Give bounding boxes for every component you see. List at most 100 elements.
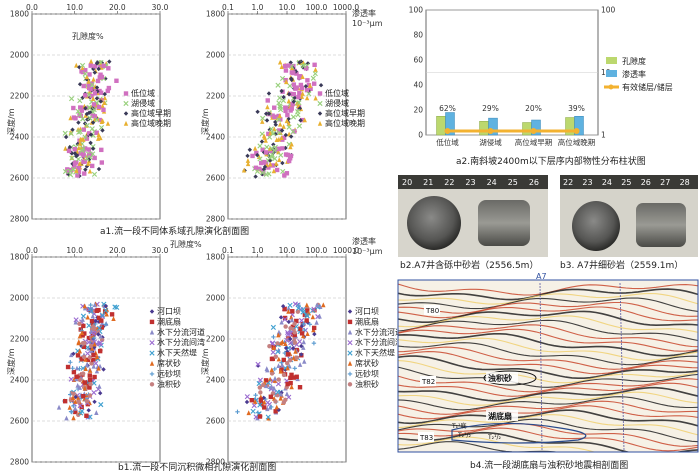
porosity-point bbox=[81, 137, 86, 142]
permeability-tick-label: 1.0 bbox=[252, 246, 264, 255]
legend-label: 水下天然堤 bbox=[355, 348, 395, 358]
permeability-point bbox=[305, 331, 310, 337]
legend-label: 河口坝 bbox=[355, 306, 379, 316]
permeability-point bbox=[263, 383, 269, 389]
a1-permeability-ticks: 0.1 1.0 10.0 100.0 1000.0 bbox=[222, 3, 359, 14]
permeability-point bbox=[244, 394, 250, 400]
permeability-point bbox=[269, 404, 274, 410]
a2-category-label: 低位域 bbox=[436, 137, 459, 147]
legend-label: 湖侵域 bbox=[325, 98, 349, 108]
permeability-point bbox=[282, 306, 287, 312]
legend-label: 高位域早期 bbox=[131, 108, 171, 118]
legend-label: 低位域 bbox=[131, 88, 155, 98]
permeability-point bbox=[265, 406, 270, 412]
permeability-point bbox=[291, 63, 296, 69]
porosity-tick-label: 10.0 bbox=[66, 246, 83, 255]
permeability-point bbox=[307, 83, 313, 88]
legend-label: 远砂坝 bbox=[355, 368, 379, 378]
permeability-point bbox=[257, 156, 263, 162]
a2-data-label: 39% bbox=[568, 104, 585, 113]
permeability-point bbox=[260, 115, 266, 121]
permeability-point bbox=[264, 118, 270, 123]
porosity-point bbox=[92, 302, 97, 308]
porosity-point bbox=[70, 395, 76, 400]
porosity-point bbox=[96, 332, 101, 337]
permeability-point bbox=[250, 408, 256, 414]
permeability-point bbox=[266, 91, 272, 96]
permeability-point bbox=[279, 365, 284, 371]
porosity-point bbox=[77, 385, 82, 390]
porosity-point bbox=[75, 173, 80, 178]
permeability-point bbox=[286, 63, 291, 68]
porosity-point bbox=[68, 360, 73, 365]
a2-left-axis-ticks: 0 20 40 60 80 100 bbox=[409, 6, 424, 140]
porosity-point bbox=[87, 368, 93, 373]
porosity-point bbox=[84, 362, 90, 368]
depth-tick-label: 2400 bbox=[206, 133, 225, 142]
porosity-point bbox=[89, 361, 94, 366]
permeability-point bbox=[301, 333, 306, 339]
permeability-point bbox=[255, 363, 261, 368]
porosity-tick-label: 20.0 bbox=[109, 246, 126, 255]
porosity-point bbox=[98, 402, 104, 408]
porosity-point bbox=[77, 140, 83, 146]
permeability-point bbox=[282, 63, 288, 69]
a2-legend-label: 孔隙度 bbox=[622, 56, 646, 66]
porosity-point bbox=[107, 59, 112, 64]
panel-b1: 孔隙度% 0.0 10.0 20.0 30.0 1800 2000 2200 2400 260… bbox=[6, 236, 403, 473]
porosity-point bbox=[68, 130, 74, 137]
seismic-reflector bbox=[398, 418, 698, 443]
seismic-reflector bbox=[398, 337, 698, 361]
b2-photo-ruler bbox=[398, 175, 548, 189]
permeability-point bbox=[292, 340, 298, 345]
permeability-point bbox=[288, 380, 293, 386]
permeability-point bbox=[306, 310, 312, 316]
porosity-point bbox=[74, 374, 79, 379]
permeability-point bbox=[294, 318, 299, 324]
permeability-point bbox=[273, 122, 278, 127]
permeability-point bbox=[296, 100, 302, 106]
depth-tick-label: 2000 bbox=[10, 51, 29, 60]
permeability-point bbox=[294, 71, 299, 76]
porosity-point bbox=[87, 385, 92, 390]
permeability-point bbox=[294, 85, 299, 90]
porosity-tick-label: 10.0 bbox=[66, 3, 83, 12]
permeability-point bbox=[297, 385, 303, 390]
porosity-point bbox=[69, 409, 75, 415]
permeability-point bbox=[278, 152, 284, 158]
b4-tl1-label: T₁¹底 bbox=[451, 422, 466, 430]
porosity-point bbox=[97, 348, 103, 354]
permeability-point bbox=[284, 391, 290, 397]
b1-depth-ticks: 1800 2000 2200 2400 2600 2800 bbox=[10, 253, 160, 467]
b1-permeability-label-1: 渗透率 bbox=[352, 236, 376, 246]
permeability-point bbox=[311, 306, 317, 312]
porosity-point bbox=[68, 376, 74, 382]
permeability-point bbox=[288, 375, 293, 381]
depth-tick-label: 2600 bbox=[206, 174, 225, 183]
permeability-point bbox=[283, 324, 288, 329]
porosity-point bbox=[74, 153, 79, 159]
ruler-number: 22 bbox=[563, 178, 573, 187]
porosity-point bbox=[69, 155, 75, 161]
porosity-point bbox=[106, 85, 112, 91]
permeability-point bbox=[269, 145, 275, 152]
porosity-point bbox=[82, 171, 87, 176]
seismic-reflector bbox=[398, 405, 698, 420]
permeability-point bbox=[296, 303, 301, 308]
porosity-tick-label: 20.0 bbox=[109, 3, 126, 12]
permeability-point bbox=[274, 160, 279, 166]
permeability-point bbox=[279, 64, 284, 70]
permeability-point bbox=[277, 103, 283, 109]
permeability-point bbox=[292, 95, 297, 100]
porosity-point bbox=[103, 307, 109, 313]
depth-tick-label: 2000 bbox=[10, 294, 29, 303]
permeability-point bbox=[286, 91, 292, 97]
permeability-point bbox=[267, 343, 272, 349]
seismic-reflector bbox=[398, 427, 698, 452]
porosity-point bbox=[83, 167, 88, 172]
seismic-reflector bbox=[398, 319, 698, 342]
permeability-point bbox=[273, 409, 278, 414]
permeability-point bbox=[245, 153, 250, 159]
legend-marker bbox=[317, 100, 323, 107]
